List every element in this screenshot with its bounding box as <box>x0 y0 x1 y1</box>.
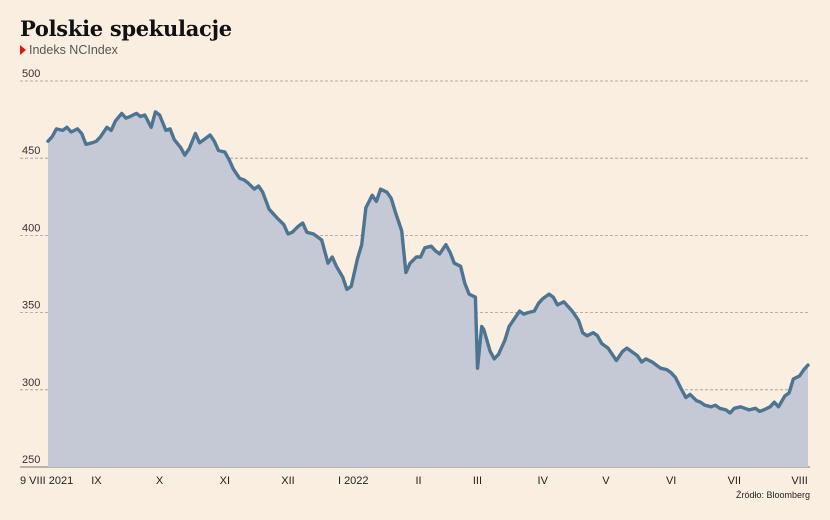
y-tick-label: 250 <box>22 454 40 466</box>
subtitle-text: Indeks NCIndex <box>29 43 118 57</box>
x-tick-label: V <box>602 475 610 487</box>
x-tick-label: IX <box>91 475 102 487</box>
y-tick-label: 300 <box>22 377 40 389</box>
chart-title: Polskie spekulacje <box>20 16 232 41</box>
x-tick-label: II <box>415 475 421 487</box>
x-tick-labels: 9 VIII 2021 IX X XI XII I 2022 II III IV V VI VII VI… <box>20 475 808 487</box>
y-tick-label: 450 <box>22 145 40 157</box>
x-tick-label: XII <box>281 475 294 487</box>
y-tick-labels: 500 450 400 350 300 250 <box>22 68 40 466</box>
y-tick-label: 500 <box>22 68 40 80</box>
x-tick-label: VIII <box>791 475 808 487</box>
y-tick-label: 350 <box>22 300 40 312</box>
x-tick-label: VII <box>728 475 741 487</box>
series-line <box>46 110 810 415</box>
x-tick-label: VI <box>666 475 676 487</box>
x-tick-label: 9 VIII 2021 <box>20 475 73 487</box>
x-tick-label: IV <box>538 475 549 487</box>
x-tick-label: XI <box>220 475 230 487</box>
x-tick-label: I 2022 <box>338 475 369 487</box>
series-area <box>48 111 808 468</box>
red-triangle-icon <box>20 45 26 55</box>
y-tick-label: 400 <box>22 222 40 234</box>
x-tick-label: III <box>473 475 482 487</box>
x-tick-label: X <box>156 475 164 487</box>
chart-subtitle: Indeks NCIndex <box>20 43 118 57</box>
source-note: Źródło: Bloomberg <box>735 490 810 500</box>
